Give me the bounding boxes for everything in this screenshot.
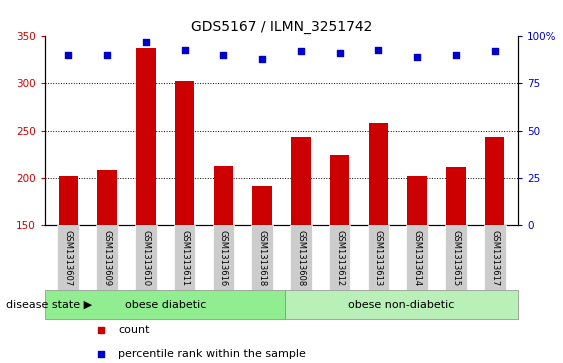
Point [141, 39, 150, 45]
Text: GSM1313614: GSM1313614 [413, 230, 422, 286]
Text: GSM1313618: GSM1313618 [258, 230, 267, 286]
Text: count: count [118, 325, 150, 335]
Point [97, 327, 106, 333]
Text: GSM1313615: GSM1313615 [452, 230, 461, 286]
Bar [59, 176, 78, 363]
Text: GSM1313609: GSM1313609 [102, 230, 111, 286]
Text: GSM1313617: GSM1313617 [490, 230, 499, 286]
Point [102, 52, 111, 58]
Bar [368, 225, 389, 290]
Bar [408, 176, 427, 363]
Bar [329, 225, 351, 290]
Point [97, 351, 106, 357]
Text: GSM1313607: GSM1313607 [64, 230, 73, 286]
Point [374, 46, 383, 52]
Bar [369, 123, 388, 363]
Point [452, 52, 461, 58]
Point [219, 52, 228, 58]
Bar [285, 290, 518, 319]
Bar [97, 170, 117, 363]
Point [490, 49, 499, 54]
Bar [45, 290, 285, 319]
Bar [136, 48, 155, 363]
Bar [251, 225, 273, 290]
Bar [57, 225, 79, 290]
Text: GSM1313611: GSM1313611 [180, 230, 189, 286]
Text: GSM1313616: GSM1313616 [219, 230, 228, 286]
Text: obese non-diabetic: obese non-diabetic [348, 300, 455, 310]
Bar [485, 137, 504, 363]
Text: obese diabetic: obese diabetic [124, 300, 206, 310]
Text: GSM1313612: GSM1313612 [335, 230, 344, 286]
Bar [484, 225, 506, 290]
Text: disease state ▶: disease state ▶ [6, 300, 92, 310]
Bar [252, 186, 272, 363]
Bar [174, 225, 195, 290]
Text: GSM1313608: GSM1313608 [296, 230, 305, 286]
Bar [406, 225, 428, 290]
Point [296, 49, 305, 54]
Bar [212, 225, 234, 290]
Bar [290, 225, 312, 290]
Bar [330, 155, 349, 363]
Text: percentile rank within the sample: percentile rank within the sample [118, 349, 306, 359]
Bar [175, 81, 194, 363]
Bar [96, 225, 118, 290]
Text: GSM1313613: GSM1313613 [374, 230, 383, 286]
Title: GDS5167 / ILMN_3251742: GDS5167 / ILMN_3251742 [191, 20, 372, 34]
Point [64, 52, 73, 58]
Bar [446, 167, 466, 363]
Point [180, 46, 189, 52]
Point [258, 56, 267, 62]
Point [335, 50, 344, 56]
Bar [445, 225, 467, 290]
Bar [291, 137, 311, 363]
Bar [214, 166, 233, 363]
Bar [135, 225, 157, 290]
Text: GSM1313610: GSM1313610 [141, 230, 150, 286]
Point [413, 54, 422, 60]
